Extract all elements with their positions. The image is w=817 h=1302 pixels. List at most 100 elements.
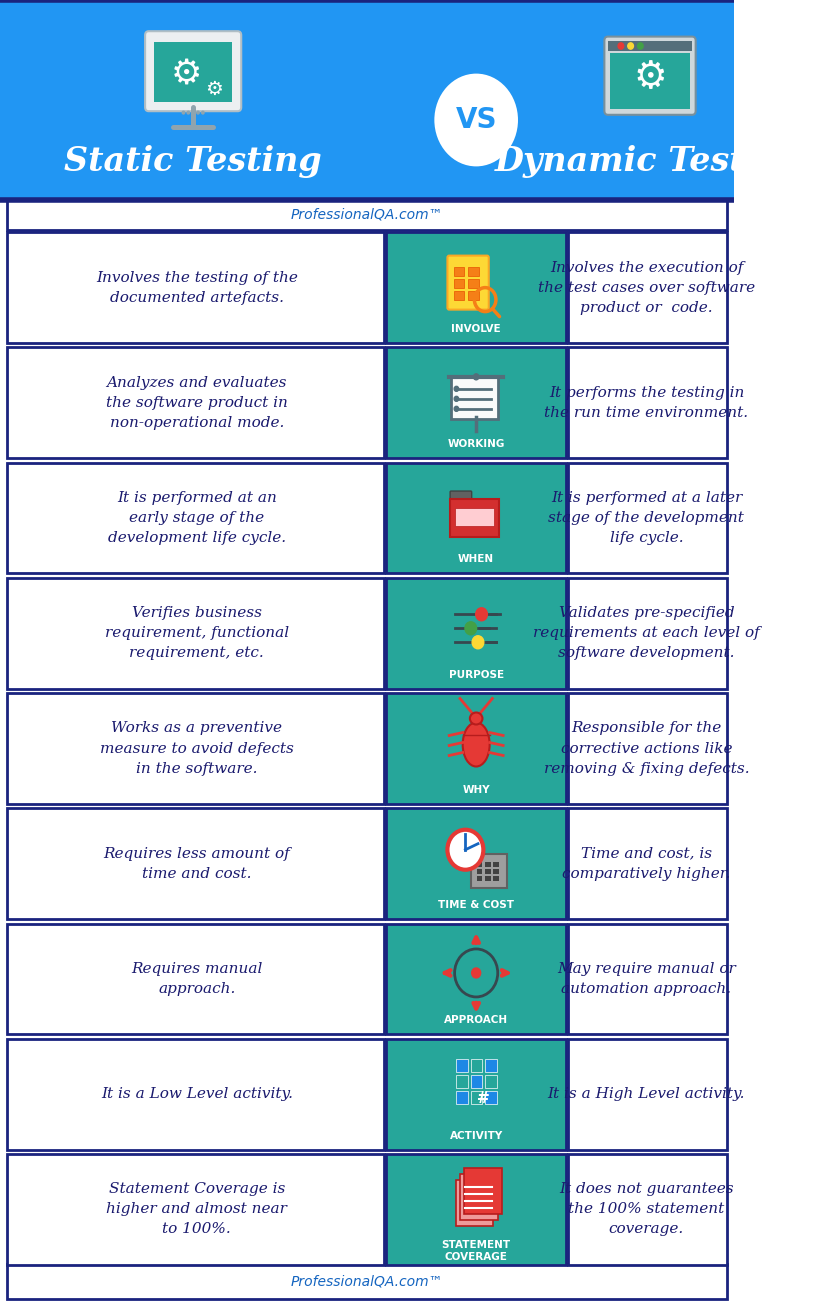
- Bar: [7, 232, 384, 342]
- Text: Involves the execution of
the test cases over software
product or  code.: Involves the execution of the test cases…: [538, 260, 755, 315]
- Bar: [568, 693, 727, 803]
- Text: VS: VS: [455, 105, 497, 134]
- Bar: [386, 348, 566, 458]
- Text: #: #: [477, 1091, 489, 1105]
- Text: Analyzes and evaluates
the software product in
non-operational mode.: Analyzes and evaluates the software prod…: [106, 376, 288, 430]
- Bar: [471, 1059, 483, 1072]
- Text: TIME & COST: TIME & COST: [438, 900, 514, 910]
- Circle shape: [618, 43, 623, 49]
- Bar: [485, 876, 490, 880]
- Circle shape: [435, 76, 516, 165]
- Bar: [7, 462, 384, 573]
- Text: ⚙: ⚙: [171, 57, 203, 92]
- Bar: [468, 267, 479, 276]
- FancyBboxPatch shape: [460, 1174, 498, 1220]
- Circle shape: [637, 43, 643, 49]
- Text: Works as a preventive
measure to avoid defects
in the software.: Works as a preventive measure to avoid d…: [100, 721, 293, 776]
- Text: Statement Coverage is
higher and almost near
to 100%.: Statement Coverage is higher and almost …: [106, 1182, 288, 1237]
- Text: WORKING: WORKING: [448, 439, 505, 449]
- Ellipse shape: [462, 723, 489, 767]
- Text: APPROACH: APPROACH: [444, 1016, 508, 1026]
- Text: ⚙: ⚙: [205, 79, 223, 99]
- Circle shape: [187, 111, 190, 115]
- FancyBboxPatch shape: [145, 31, 241, 111]
- Bar: [386, 232, 566, 342]
- Text: Dynamic Testing: Dynamic Testing: [494, 146, 806, 178]
- Circle shape: [465, 622, 476, 635]
- Bar: [568, 923, 727, 1034]
- Circle shape: [454, 406, 458, 411]
- Bar: [568, 1154, 727, 1264]
- Text: It performs the testing in
the run time environment.: It performs the testing in the run time …: [544, 385, 748, 419]
- Circle shape: [182, 111, 185, 115]
- FancyBboxPatch shape: [448, 255, 489, 310]
- Bar: [7, 201, 727, 230]
- Bar: [468, 290, 479, 299]
- Circle shape: [197, 111, 199, 115]
- Bar: [568, 578, 727, 689]
- Bar: [471, 1075, 483, 1088]
- Bar: [154, 43, 232, 102]
- Circle shape: [192, 111, 194, 115]
- Bar: [453, 267, 465, 276]
- Bar: [457, 1075, 468, 1088]
- Text: INVOLVE: INVOLVE: [451, 324, 501, 335]
- Circle shape: [472, 635, 484, 648]
- Bar: [386, 693, 566, 803]
- Bar: [386, 809, 566, 919]
- Text: Time and cost, is
comparatively higher.: Time and cost, is comparatively higher.: [562, 846, 730, 880]
- Bar: [7, 1039, 384, 1150]
- Text: Requires manual
approach.: Requires manual approach.: [131, 962, 262, 996]
- Bar: [7, 1154, 384, 1264]
- Bar: [485, 868, 490, 874]
- Text: STATEMENT
COVERAGE: STATEMENT COVERAGE: [442, 1240, 511, 1262]
- Text: WHEN: WHEN: [458, 555, 494, 565]
- Bar: [485, 862, 490, 867]
- Bar: [386, 578, 566, 689]
- FancyBboxPatch shape: [450, 491, 471, 503]
- Bar: [386, 923, 566, 1034]
- Ellipse shape: [470, 712, 483, 724]
- Bar: [493, 862, 498, 867]
- Bar: [386, 462, 566, 573]
- FancyBboxPatch shape: [454, 508, 494, 526]
- Text: It is a High Level activity.: It is a High Level activity.: [547, 1087, 745, 1101]
- Text: Involves the testing of the
documented artefacts.: Involves the testing of the documented a…: [96, 271, 297, 305]
- Circle shape: [471, 967, 480, 978]
- Text: It is a Low Level activity.: It is a Low Level activity.: [100, 1087, 292, 1101]
- Bar: [386, 1039, 566, 1150]
- Text: Static Testing: Static Testing: [65, 146, 322, 178]
- Circle shape: [454, 396, 458, 401]
- Bar: [493, 868, 498, 874]
- Text: It does not guarantees
the 100% statement
coverage.: It does not guarantees the 100% statemen…: [559, 1182, 734, 1237]
- Text: ProfessionalQA.com™: ProfessionalQA.com™: [291, 208, 444, 223]
- Bar: [457, 1091, 468, 1104]
- Bar: [457, 1059, 468, 1072]
- Bar: [568, 1039, 727, 1150]
- Text: It is performed at an
early stage of the
development life cycle.: It is performed at an early stage of the…: [108, 491, 286, 546]
- Bar: [493, 876, 498, 880]
- Bar: [485, 1091, 497, 1104]
- Bar: [485, 1075, 497, 1088]
- Bar: [0, 0, 734, 201]
- Text: Responsible for the
corrective actions like
removing & fixing defects.: Responsible for the corrective actions l…: [543, 721, 749, 776]
- Bar: [477, 862, 483, 867]
- Circle shape: [448, 829, 484, 870]
- Bar: [485, 1059, 497, 1072]
- Bar: [7, 923, 384, 1034]
- Bar: [7, 1264, 727, 1299]
- Circle shape: [474, 374, 479, 380]
- Bar: [568, 809, 727, 919]
- FancyBboxPatch shape: [451, 376, 498, 419]
- Text: ⚙: ⚙: [633, 60, 667, 96]
- FancyBboxPatch shape: [450, 499, 498, 536]
- Text: Requires less amount of
time and cost.: Requires less amount of time and cost.: [104, 846, 290, 880]
- Bar: [7, 578, 384, 689]
- Bar: [7, 693, 384, 803]
- Circle shape: [475, 608, 488, 621]
- Bar: [453, 290, 465, 299]
- FancyBboxPatch shape: [471, 854, 507, 888]
- Bar: [7, 348, 384, 458]
- Text: It is performed at a later
stage of the development
life cycle.: It is performed at a later stage of the …: [548, 491, 744, 546]
- Text: Verifies business
requirement, functional
requirement, etc.: Verifies business requirement, functiona…: [105, 607, 289, 660]
